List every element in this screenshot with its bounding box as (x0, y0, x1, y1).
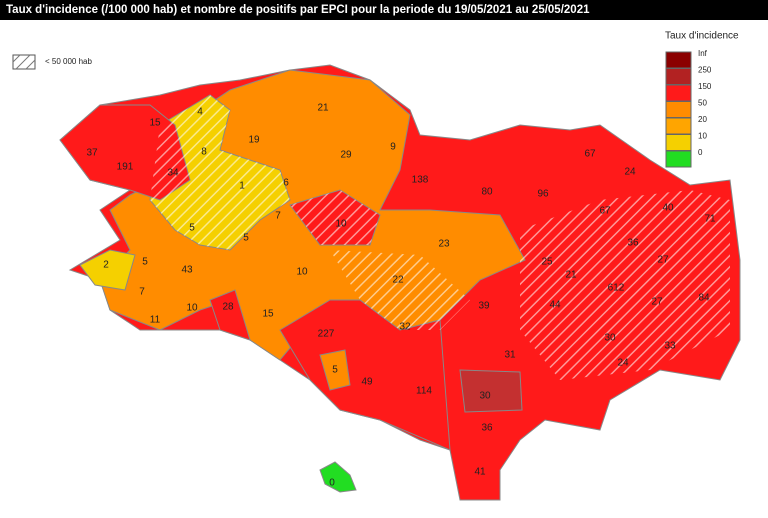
region-label: 5 (142, 257, 148, 268)
region-label: 8 (201, 147, 207, 158)
region-label: 30 (604, 333, 616, 344)
region-label: 37 (86, 148, 98, 159)
region-label: 9 (390, 142, 396, 153)
title: Taux d'incidence (/100 000 hab) et nombr… (6, 4, 590, 16)
legend-title: Taux d'incidence (665, 31, 739, 42)
legend-swatch (665, 117, 692, 135)
legend-label: 50 (698, 99, 707, 108)
region-label: 24 (624, 167, 636, 178)
region-label: 22 (392, 275, 404, 286)
region-label: 27 (657, 255, 669, 266)
region-label: 71 (704, 214, 716, 225)
region-label: 227 (318, 329, 335, 340)
region-label: 15 (149, 118, 161, 129)
region-label: 41 (474, 467, 486, 478)
region (209, 289, 251, 341)
region-label: 6 (283, 178, 289, 189)
region-label: 34 (167, 168, 179, 179)
region-label: 5 (243, 233, 249, 244)
region-label: 5 (189, 223, 195, 234)
region-label: 25 (541, 257, 553, 268)
region-label: 138 (412, 175, 429, 186)
region-label: 29 (340, 150, 352, 161)
legend-label: 250 (698, 66, 712, 75)
region-label: 19 (248, 135, 260, 146)
legend-label: 20 (698, 115, 707, 124)
hatch-legend-pattern (12, 54, 36, 70)
region (319, 349, 351, 391)
region-label: 10 (296, 267, 308, 278)
region-label: 40 (662, 203, 674, 214)
legend-label: 0 (698, 148, 703, 157)
legend-swatch (665, 68, 692, 85)
region-label: 114 (416, 386, 432, 397)
title-bar (0, 0, 768, 20)
region-label: 7 (139, 287, 145, 298)
region-label: 36 (481, 423, 493, 434)
region (79, 249, 136, 291)
legend-swatch (665, 84, 692, 102)
legend-swatch (665, 134, 692, 151)
region-label: 39 (478, 301, 490, 312)
region (459, 369, 523, 413)
legend-label: Inf (698, 49, 708, 58)
hatched-area (330, 250, 470, 330)
region-label: 21 (317, 103, 329, 114)
region-label: 0 (329, 478, 335, 489)
region-label: 67 (599, 206, 611, 217)
hatch-legend-label: < 50 000 hab (45, 57, 92, 66)
region-label: 23 (438, 239, 450, 250)
region-label: 49 (361, 377, 373, 388)
regions (59, 64, 741, 501)
region-label: 2 (103, 260, 109, 271)
region-label: 33 (664, 341, 676, 352)
region-label: 96 (537, 189, 549, 200)
region-label: 1 (239, 181, 245, 192)
region-label: 7 (275, 211, 281, 222)
region-label: 36 (627, 238, 639, 249)
region-label: 10 (335, 219, 347, 230)
region-label: 67 (584, 149, 596, 160)
region-label: 84 (698, 293, 710, 304)
region-label: 27 (651, 297, 663, 308)
legend-swatch (665, 51, 692, 69)
legend-label: 10 (698, 132, 707, 141)
region-label: 10 (186, 303, 198, 314)
region-label: 28 (222, 302, 234, 313)
region-label: 43 (181, 265, 193, 276)
region-label: 21 (565, 270, 577, 281)
region-label: 30 (479, 391, 491, 402)
region-label: 5 (332, 365, 338, 376)
island (319, 461, 357, 493)
region-label: 80 (481, 187, 493, 198)
hatch-legend-box (12, 54, 36, 70)
region-label: 44 (549, 300, 561, 311)
region-label: 31 (504, 350, 516, 361)
hatched-area (290, 190, 380, 245)
legend-label: 150 (698, 82, 712, 91)
region-label: 191 (117, 162, 134, 173)
region (279, 299, 451, 451)
region-label: 24 (617, 358, 629, 369)
region-label: 4 (197, 107, 203, 118)
region-label: 612 (608, 283, 625, 294)
region-label: 11 (150, 315, 161, 326)
hatched-area (520, 190, 730, 380)
region-label: 15 (262, 309, 274, 320)
region-label: 32 (399, 322, 411, 333)
hatched-area (150, 95, 290, 250)
legend: Inf 250 150 50 20 10 0 (665, 49, 712, 168)
legend-swatch (665, 101, 692, 118)
legend-swatch (665, 150, 692, 168)
